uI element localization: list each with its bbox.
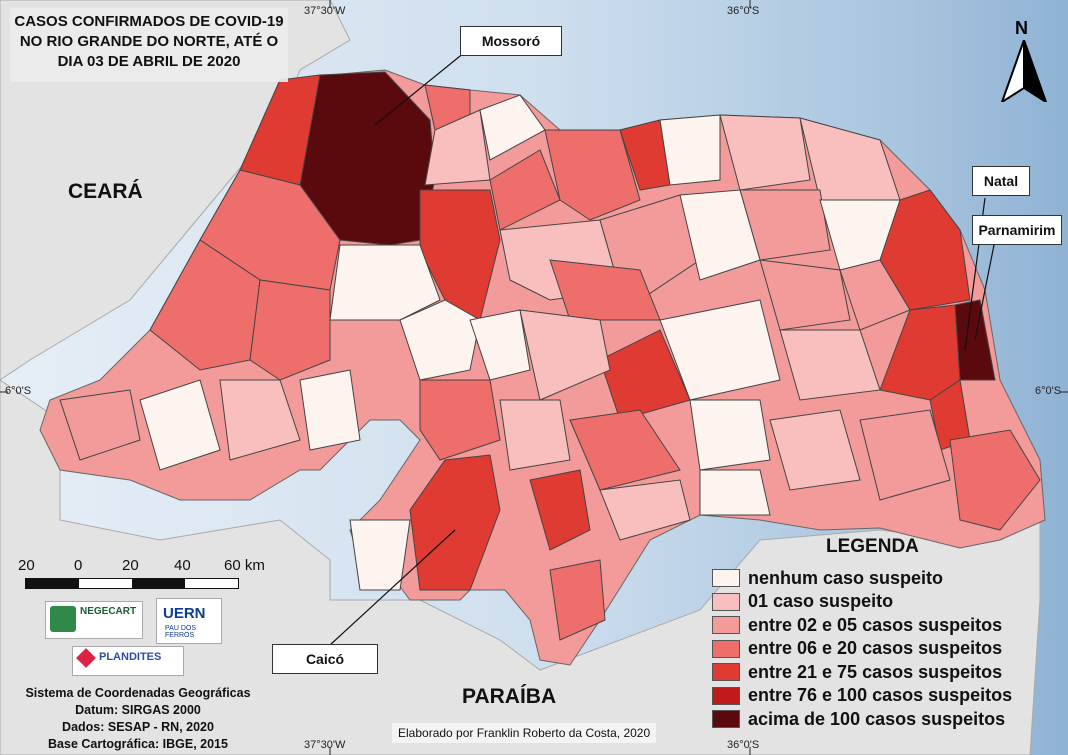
legend-swatch <box>712 616 740 634</box>
municipality <box>544 129 641 221</box>
municipality <box>329 244 441 321</box>
uern-logo: UERN PAU DOS FERROS <box>156 598 222 644</box>
scale-label: 60 km <box>224 557 265 574</box>
title-line-1: CASOS CONFIRMADOS DE COVID-19 <box>14 13 284 30</box>
municipality <box>599 479 691 541</box>
municipality <box>569 409 681 491</box>
title-line-3: DIA 03 DE ABRIL DE 2020 <box>57 53 241 70</box>
callout-mossoro: Mossoró <box>460 26 562 56</box>
uern-logo-text: UERN <box>163 605 206 622</box>
municipality <box>859 409 951 501</box>
legend-label: entre 76 e 100 casos suspeitos <box>748 685 1013 705</box>
municipality <box>219 379 301 461</box>
north-arrow-graphic <box>1000 40 1048 102</box>
legend-item: 01 caso suspeito <box>712 591 893 613</box>
longitude-label-top-left: 37°30'W <box>304 5 346 17</box>
callout-leader <box>329 529 456 646</box>
callout-parnamirim: Parnamirim <box>972 215 1062 245</box>
legend-swatch <box>712 592 740 611</box>
scale-labels: 20 0 20 40 60 km <box>18 557 268 575</box>
legend-item: entre 21 e 75 casos suspeitos <box>712 661 1002 683</box>
municipality <box>149 239 261 371</box>
legend-swatch <box>712 686 740 705</box>
negecart-logo: NEGECART <box>45 601 143 639</box>
municipality <box>59 389 141 461</box>
scale-label: 0 <box>74 557 83 574</box>
municipality <box>399 299 481 381</box>
municipality <box>769 409 861 491</box>
credit-line: Sistema de Coordenadas Geográficas <box>25 686 251 700</box>
latitude-label-left: 6°0'S <box>5 385 32 397</box>
longitude-label-bottom-left: 37°30'W <box>304 739 346 751</box>
plandites-logo: PLANDITES <box>72 646 184 676</box>
legend-title: LEGENDA <box>826 536 919 557</box>
latitude-label-right: 6°0'S <box>1035 385 1062 397</box>
legend-item: nenhum caso suspeito <box>712 567 943 589</box>
legend-label: nenhum caso suspeito <box>748 567 944 588</box>
map-title: CASOS CONFIRMADOS DE COVID-19 NO RIO GRA… <box>10 8 288 82</box>
scale-bar <box>25 578 239 589</box>
callout-leader <box>974 239 996 341</box>
scale-label: 40 <box>174 557 191 574</box>
municipality <box>549 559 606 641</box>
legend-item: entre 06 e 20 casos suspeitos <box>712 638 1002 660</box>
legend-swatch <box>712 710 740 728</box>
author-credit: Elaborado por Franklin Roberto da Costa,… <box>392 723 657 743</box>
legend-swatch <box>712 639 740 658</box>
municipality <box>419 379 501 461</box>
municipality <box>699 469 771 516</box>
longitude-label-top-right: 36°0'S <box>727 5 760 17</box>
legend-swatch <box>712 569 740 587</box>
neighbour-land-south <box>0 379 1041 755</box>
municipality <box>299 369 361 451</box>
municipality-caico-area <box>409 454 501 591</box>
municipality <box>349 519 411 591</box>
north-arrow-icon: N <box>996 18 1052 102</box>
municipality <box>249 279 331 381</box>
neighbour-land <box>0 0 351 381</box>
scale-label: 20 <box>122 557 139 574</box>
municipality <box>499 399 571 471</box>
legend-label: entre 02 e 05 casos suspeitos <box>748 614 1003 635</box>
plandites-logo-text: PLANDITES <box>99 651 162 663</box>
municipality <box>659 299 781 401</box>
scale-label: 20 <box>18 557 35 574</box>
municipality <box>719 114 811 191</box>
callout-natal: Natal <box>972 166 1030 196</box>
title-line-2: NO RIO GRANDE DO NORTE, ATÉ O <box>19 33 279 50</box>
credit-line: Dados: SESAP - RN, 2020 <box>62 720 214 734</box>
municipality <box>529 469 591 551</box>
plandites-logo-icon <box>76 648 96 668</box>
legend-label: entre 21 e 75 casos suspeitos <box>748 661 1003 682</box>
callout-caico: Caicó <box>272 644 378 674</box>
municipality <box>839 259 911 331</box>
legend-item: entre 76 e 100 casos suspeitos <box>712 685 1012 707</box>
credits: Sistema de Coordenadas Geográficas Datum… <box>18 685 258 753</box>
legend-item: acima de 100 casos suspeitos <box>712 708 1005 730</box>
negecart-logo-text: NEGECART <box>80 606 137 617</box>
municipality <box>949 429 1041 531</box>
legend-label: entre 06 e 20 casos suspeitos <box>748 638 1003 658</box>
legend-swatch <box>712 663 740 681</box>
municipality <box>139 379 221 471</box>
north-label: N <box>1015 18 1028 38</box>
legend-item: entre 02 e 05 casos suspeitos <box>712 614 1002 636</box>
municipality <box>779 329 881 401</box>
longitude-label-bottom-right: 36°0'S <box>727 739 760 751</box>
callout-leader <box>374 47 471 126</box>
uern-logo-subtext: PAU DOS FERROS <box>165 625 196 639</box>
municipality <box>689 399 771 471</box>
municipality <box>469 309 531 381</box>
credit-line: Base Cartográfica: IBGE, 2015 <box>48 737 228 751</box>
legend-label: 01 caso suspeito <box>748 591 894 611</box>
municipality <box>659 114 721 186</box>
negecart-logo-icon <box>50 606 76 632</box>
municipality <box>519 309 611 401</box>
region-label-ceara: CEARÁ <box>68 180 143 203</box>
region-label-paraiba: PARAÍBA <box>462 685 557 708</box>
credit-line: Datum: SIRGAS 2000 <box>75 703 201 717</box>
legend-label: acima de 100 casos suspeitos <box>748 708 1006 729</box>
municipality <box>759 259 851 331</box>
